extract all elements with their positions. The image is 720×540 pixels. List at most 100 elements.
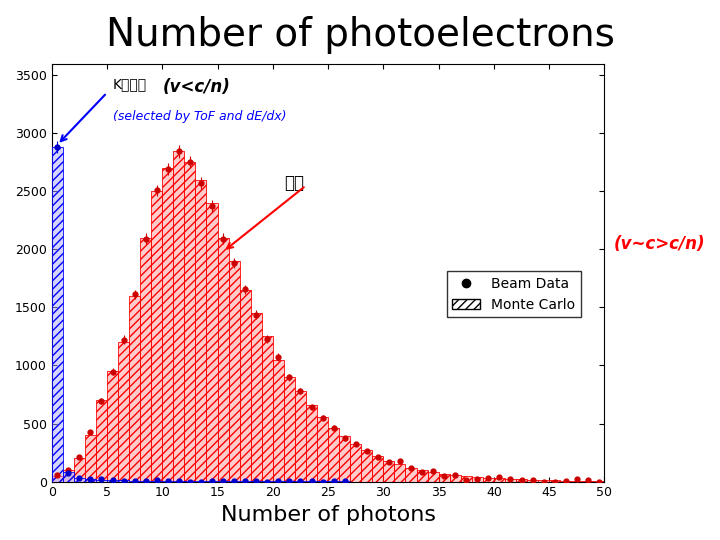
Bar	[494, 478, 505, 482]
Bar	[96, 480, 107, 482]
Bar	[262, 336, 273, 482]
X-axis label: Number of photons: Number of photons	[220, 505, 436, 525]
Bar	[395, 464, 405, 482]
Text: (v<c/n): (v<c/n)	[162, 78, 230, 96]
Bar	[63, 470, 74, 482]
Bar	[162, 168, 174, 482]
Bar	[96, 400, 107, 482]
Bar	[240, 290, 251, 482]
Bar	[229, 261, 240, 482]
Bar	[538, 480, 549, 482]
Text: Number of photoelectrons: Number of photoelectrons	[106, 16, 614, 54]
Bar	[405, 468, 417, 482]
Bar	[505, 479, 516, 482]
Bar	[162, 481, 174, 482]
Bar	[372, 456, 383, 482]
Bar	[383, 461, 395, 482]
Bar	[118, 481, 129, 482]
Bar	[184, 163, 195, 482]
Bar	[140, 238, 151, 482]
Bar	[229, 261, 240, 482]
Bar	[593, 481, 605, 482]
Bar	[306, 405, 317, 482]
Bar	[494, 478, 505, 482]
Bar	[85, 480, 96, 482]
Bar	[549, 480, 560, 482]
Bar	[162, 481, 174, 482]
Bar	[560, 481, 571, 482]
Bar	[350, 444, 361, 482]
Bar	[184, 163, 195, 482]
Bar	[107, 480, 118, 482]
Bar	[96, 480, 107, 482]
Bar	[74, 478, 85, 482]
Bar	[317, 416, 328, 482]
Bar	[85, 435, 96, 482]
Bar	[107, 372, 118, 482]
Bar	[251, 313, 262, 482]
Bar	[74, 458, 85, 482]
Legend: Beam Data, Monte Carlo: Beam Data, Monte Carlo	[447, 271, 581, 317]
Bar	[372, 456, 383, 482]
Bar	[483, 478, 494, 482]
Bar	[350, 444, 361, 482]
Bar	[582, 481, 593, 482]
Bar	[450, 475, 461, 482]
Bar	[151, 191, 162, 482]
Bar	[74, 478, 85, 482]
Bar	[74, 458, 85, 482]
Bar	[538, 480, 549, 482]
Bar	[339, 436, 350, 482]
Bar	[52, 147, 63, 482]
Bar	[273, 360, 284, 482]
Bar	[63, 472, 74, 482]
Text: (v~c>c/n): (v~c>c/n)	[613, 234, 705, 253]
Bar	[162, 168, 174, 482]
Text: 電子: 電子	[284, 174, 304, 192]
Bar	[107, 480, 118, 482]
Bar	[85, 480, 96, 482]
Bar	[560, 481, 571, 482]
Bar	[549, 480, 560, 482]
Bar	[472, 477, 483, 482]
Text: K中間子: K中間子	[112, 78, 147, 92]
Bar	[295, 391, 306, 482]
Bar	[118, 342, 129, 482]
Bar	[438, 474, 450, 482]
Bar	[118, 481, 129, 482]
Bar	[129, 481, 140, 482]
Bar	[140, 481, 151, 482]
Bar	[195, 180, 207, 482]
Bar	[129, 481, 140, 482]
Bar	[207, 203, 217, 482]
Bar	[140, 238, 151, 482]
Bar	[306, 405, 317, 482]
Bar	[295, 391, 306, 482]
Bar	[217, 238, 229, 482]
Bar	[438, 474, 450, 482]
Bar	[140, 481, 151, 482]
Bar	[174, 151, 184, 482]
Bar	[273, 360, 284, 482]
Bar	[317, 416, 328, 482]
Bar	[461, 476, 472, 482]
Bar	[262, 336, 273, 482]
Bar	[582, 481, 593, 482]
Bar	[284, 377, 295, 482]
Bar	[395, 464, 405, 482]
Bar	[207, 203, 217, 482]
Bar	[195, 180, 207, 482]
Bar	[472, 477, 483, 482]
Bar	[593, 481, 605, 482]
Bar	[505, 479, 516, 482]
Bar	[383, 461, 395, 482]
Bar	[129, 296, 140, 482]
Bar	[151, 481, 162, 482]
Bar	[96, 400, 107, 482]
Bar	[284, 377, 295, 482]
Bar	[52, 476, 63, 482]
Bar	[461, 476, 472, 482]
Bar	[428, 472, 438, 482]
Bar	[417, 470, 428, 482]
Bar	[328, 428, 339, 482]
